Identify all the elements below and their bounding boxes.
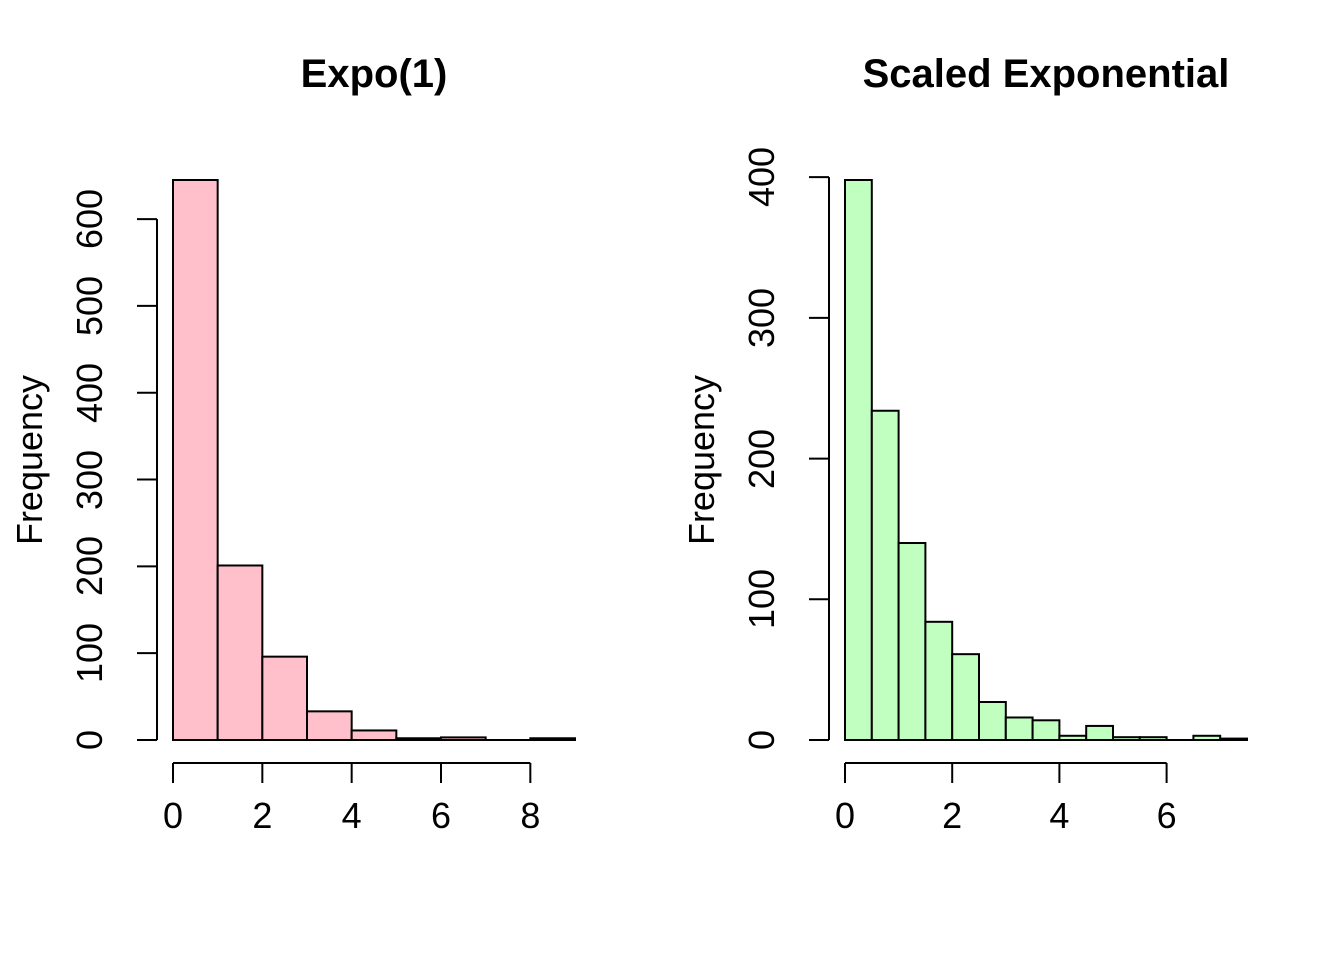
y-tick-label: 0 <box>741 729 782 751</box>
histogram-bar <box>529 737 576 741</box>
plot-canvas <box>137 179 576 783</box>
histogram-bar <box>306 710 353 741</box>
x-tick-label: 2 <box>942 795 963 836</box>
histogram-bar <box>172 179 219 741</box>
x-tick-label: 0 <box>162 795 184 836</box>
y-tick-label: 300 <box>69 449 110 510</box>
y-tick-label: 0 <box>69 729 110 751</box>
x-tick-label: 4 <box>341 795 362 836</box>
histogram-bar <box>1004 716 1034 741</box>
histogram-bar <box>1192 734 1222 741</box>
histogram-bar <box>924 620 954 741</box>
x-tick-label: 0 <box>834 795 856 836</box>
y-tick-label: 600 <box>69 189 110 250</box>
histogram-bar <box>951 653 981 741</box>
x-tick-label: 6 <box>1156 795 1177 836</box>
histogram-bar <box>1058 734 1088 741</box>
histogram-bar <box>395 737 443 741</box>
plot-canvas <box>809 176 1249 783</box>
histogram-bar <box>216 564 264 741</box>
y-tick-label: 200 <box>741 428 782 489</box>
histogram-bar <box>897 542 927 741</box>
histogram-bar <box>1219 737 1249 741</box>
left-histogram-panel: Expo(1) Frequency 0 100 200 300 400 500 600 0 2 4… <box>9 52 576 836</box>
y-tick-label: 300 <box>741 287 782 348</box>
histogram-bar <box>870 409 900 741</box>
x-tick-label: 6 <box>430 795 452 836</box>
chart-title: Scaled Exponential <box>862 52 1230 96</box>
y-tick-label: 500 <box>69 275 110 336</box>
y-tick-label: 400 <box>69 362 110 423</box>
histogram-bar <box>1138 736 1168 741</box>
histogram-bar <box>978 701 1007 742</box>
x-tick-label: 2 <box>252 795 273 836</box>
y-tick-label: 200 <box>69 536 110 597</box>
chart-title: Expo(1) <box>300 52 448 96</box>
y-tick-label: 100 <box>741 569 782 630</box>
right-histogram-panel: Scaled Exponential Frequency 0 100 200 300 4… <box>672 0 1344 960</box>
y-tick-label: 400 <box>741 147 782 208</box>
histogram-bar <box>1112 736 1141 741</box>
histogram-bar <box>350 729 398 741</box>
x-tick-label: 8 <box>520 795 541 836</box>
x-tick-label: 4 <box>1049 795 1070 836</box>
histogram-bar <box>440 736 487 741</box>
histogram-bar <box>1031 719 1061 742</box>
y-tick-label: 100 <box>69 623 110 684</box>
histogram-bar <box>844 179 873 741</box>
histogram-bar <box>1085 724 1115 741</box>
histogram-bar <box>261 655 309 742</box>
